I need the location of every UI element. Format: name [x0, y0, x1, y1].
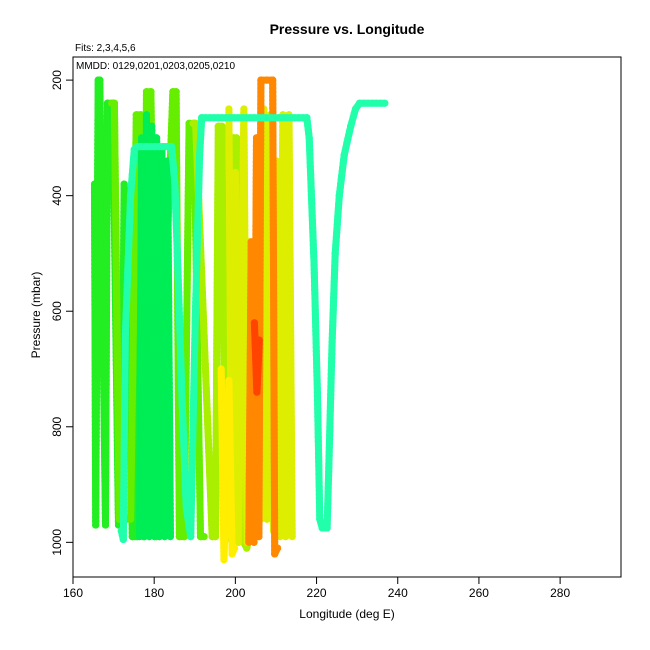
series-layer	[90, 76, 389, 564]
plot-clip-group	[90, 76, 389, 564]
data-point	[200, 533, 208, 541]
data-point	[166, 533, 174, 541]
chart-title: Pressure vs. Longitude	[270, 21, 425, 37]
series-3	[136, 111, 174, 541]
data-point	[128, 533, 136, 541]
